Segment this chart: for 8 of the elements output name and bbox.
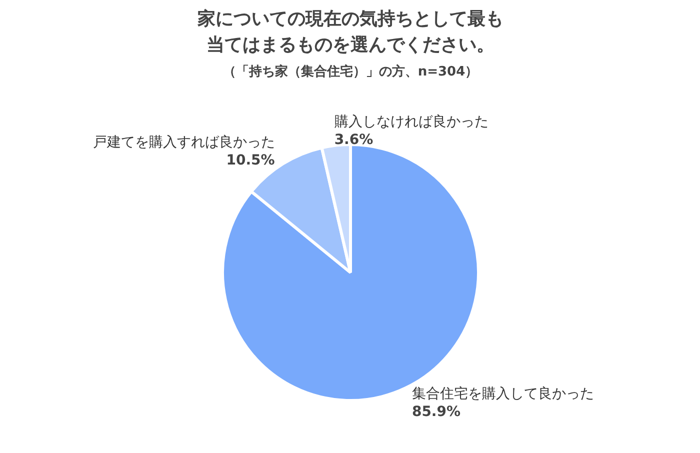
- slice-label: 戸建てを購入すれば良かった: [92, 134, 275, 151]
- data-label: 10.5%: [226, 152, 275, 169]
- slice-label: 集合住宅を購入して良かった: [412, 386, 594, 402]
- chart-subtitle: （「持ち家（集合住宅）」の方、n=304）: [222, 64, 478, 80]
- slice-label: 購入しなければ良かった: [334, 114, 488, 130]
- chart-title: 家についての現在の気持ちとして最も当てはまるものを選んでください。: [196, 8, 504, 56]
- data-label: 85.9%: [412, 404, 461, 420]
- data-label: 3.6%: [334, 132, 374, 148]
